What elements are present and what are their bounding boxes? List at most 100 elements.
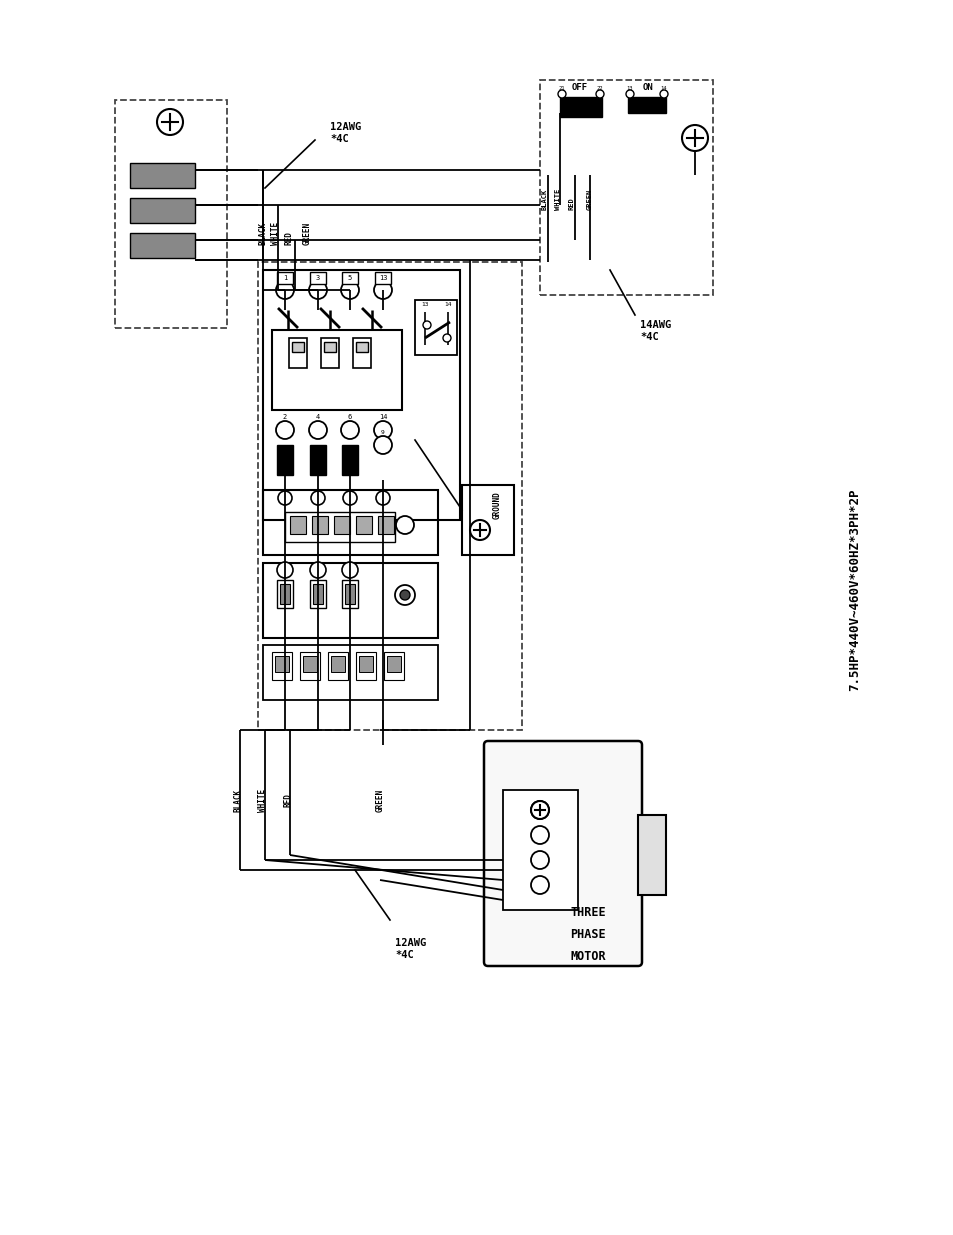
Bar bbox=[353, 338, 371, 368]
Bar bbox=[130, 233, 194, 258]
Bar bbox=[377, 516, 394, 534]
Bar bbox=[130, 198, 194, 224]
Bar bbox=[310, 580, 326, 608]
Bar bbox=[263, 270, 459, 520]
Bar bbox=[276, 445, 293, 475]
Circle shape bbox=[531, 802, 548, 819]
Circle shape bbox=[341, 562, 357, 578]
Bar bbox=[502, 790, 578, 910]
Bar bbox=[461, 485, 514, 555]
Bar bbox=[312, 516, 328, 534]
Bar bbox=[274, 656, 289, 672]
Text: 22: 22 bbox=[597, 85, 602, 90]
Text: THREE: THREE bbox=[570, 905, 605, 919]
Text: PHASE: PHASE bbox=[570, 927, 605, 941]
Bar bbox=[263, 490, 437, 555]
Circle shape bbox=[311, 492, 325, 505]
Circle shape bbox=[395, 585, 415, 605]
Circle shape bbox=[340, 282, 358, 299]
Text: RED: RED bbox=[568, 198, 575, 210]
Text: 13: 13 bbox=[421, 301, 428, 306]
Circle shape bbox=[310, 562, 326, 578]
Bar bbox=[257, 262, 521, 730]
Circle shape bbox=[375, 492, 390, 505]
Text: OFF: OFF bbox=[572, 84, 587, 93]
Text: 14: 14 bbox=[660, 85, 666, 90]
Text: 13: 13 bbox=[378, 275, 387, 282]
Bar bbox=[276, 580, 293, 608]
Text: 1: 1 bbox=[283, 275, 287, 282]
Bar bbox=[263, 563, 437, 638]
Circle shape bbox=[374, 282, 392, 299]
Bar bbox=[638, 815, 665, 895]
Bar bbox=[313, 584, 323, 604]
Bar bbox=[263, 645, 437, 700]
Bar bbox=[627, 98, 665, 112]
Circle shape bbox=[276, 562, 293, 578]
Circle shape bbox=[531, 802, 548, 819]
Bar bbox=[415, 300, 456, 354]
Bar bbox=[334, 516, 350, 534]
Text: 2: 2 bbox=[283, 414, 287, 420]
Bar bbox=[341, 580, 357, 608]
Bar bbox=[375, 272, 391, 284]
Circle shape bbox=[659, 90, 667, 98]
Text: BLACK: BLACK bbox=[233, 788, 242, 811]
Bar bbox=[358, 656, 373, 672]
Bar bbox=[280, 584, 290, 604]
Circle shape bbox=[558, 90, 565, 98]
Text: BLACK: BLACK bbox=[541, 189, 547, 210]
Circle shape bbox=[596, 90, 603, 98]
Text: WHITE: WHITE bbox=[258, 788, 267, 811]
Text: 5: 5 bbox=[348, 275, 352, 282]
Bar bbox=[289, 338, 307, 368]
Bar bbox=[355, 516, 372, 534]
Text: ON: ON bbox=[642, 84, 653, 93]
Bar bbox=[276, 272, 293, 284]
Text: 9: 9 bbox=[381, 430, 384, 435]
Text: BLACK: BLACK bbox=[258, 222, 267, 245]
Bar bbox=[355, 342, 368, 352]
Text: 4: 4 bbox=[315, 414, 320, 420]
Text: 3: 3 bbox=[315, 275, 320, 282]
Text: 14AWG
*4C: 14AWG *4C bbox=[639, 320, 671, 342]
Bar bbox=[539, 80, 712, 295]
FancyBboxPatch shape bbox=[483, 741, 641, 966]
Circle shape bbox=[277, 492, 292, 505]
Circle shape bbox=[470, 520, 490, 540]
Bar bbox=[292, 342, 304, 352]
Circle shape bbox=[395, 516, 414, 534]
Text: 14: 14 bbox=[378, 414, 387, 420]
Bar bbox=[320, 338, 338, 368]
Text: RED: RED bbox=[283, 793, 293, 806]
Text: 12AWG
*4C: 12AWG *4C bbox=[330, 122, 361, 143]
Circle shape bbox=[157, 109, 183, 135]
Text: GREEN: GREEN bbox=[302, 222, 312, 245]
Text: GREEN: GREEN bbox=[375, 788, 384, 811]
Circle shape bbox=[531, 851, 548, 869]
Circle shape bbox=[531, 876, 548, 894]
Circle shape bbox=[374, 436, 392, 454]
Circle shape bbox=[531, 826, 548, 844]
Text: MOTOR: MOTOR bbox=[570, 950, 605, 962]
Text: 7.5HP*440V~460V*60HZ*3PH*2P: 7.5HP*440V~460V*60HZ*3PH*2P bbox=[847, 489, 861, 692]
Text: WHITE: WHITE bbox=[272, 222, 280, 245]
Circle shape bbox=[374, 421, 392, 438]
Bar bbox=[341, 445, 357, 475]
Bar bbox=[355, 652, 375, 680]
Bar bbox=[303, 656, 316, 672]
Text: 12AWG
*4C: 12AWG *4C bbox=[395, 939, 426, 960]
Bar bbox=[341, 272, 357, 284]
Circle shape bbox=[625, 90, 634, 98]
Text: GROUND: GROUND bbox=[492, 492, 501, 519]
Text: 13: 13 bbox=[626, 85, 633, 90]
Bar bbox=[310, 272, 326, 284]
Circle shape bbox=[275, 282, 294, 299]
Text: RED: RED bbox=[284, 231, 294, 245]
Circle shape bbox=[681, 125, 707, 151]
Circle shape bbox=[309, 421, 327, 438]
Bar bbox=[324, 342, 335, 352]
Text: 6: 6 bbox=[348, 414, 352, 420]
Bar bbox=[345, 584, 355, 604]
Bar bbox=[387, 656, 400, 672]
